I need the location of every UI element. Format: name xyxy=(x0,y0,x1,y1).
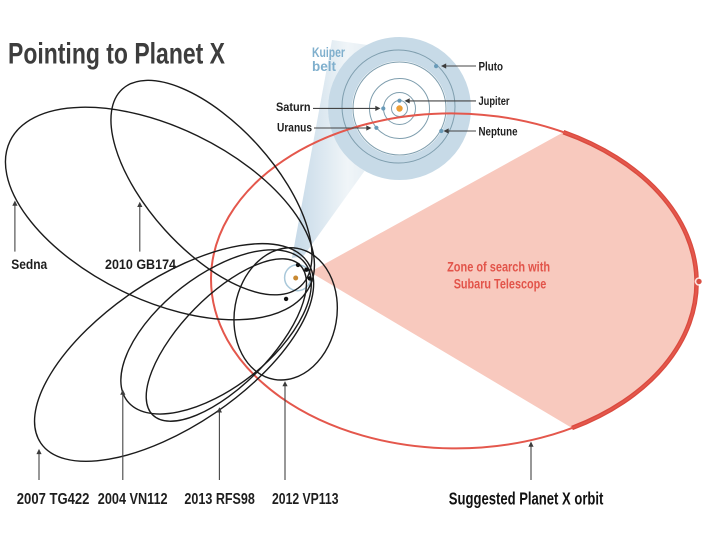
svg-text:Jupiter: Jupiter xyxy=(479,96,510,108)
svg-text:Kuiper: Kuiper xyxy=(312,45,346,60)
svg-text:Neptune: Neptune xyxy=(479,127,518,139)
svg-text:Sedna: Sedna xyxy=(11,256,47,272)
svg-text:2012 VP113: 2012 VP113 xyxy=(272,491,339,508)
svg-text:Saturn: Saturn xyxy=(276,102,311,114)
svg-text:Pluto: Pluto xyxy=(479,62,504,74)
svg-text:Subaru Telescope: Subaru Telescope xyxy=(454,277,547,293)
svg-text:Suggested Planet X orbit: Suggested Planet X orbit xyxy=(449,488,604,508)
svg-text:belt: belt xyxy=(312,59,336,74)
svg-text:2007 TG422: 2007 TG422 xyxy=(17,491,90,508)
svg-text:2013 RFS98: 2013 RFS98 xyxy=(184,491,255,508)
svg-text:Zone of search with: Zone of search with xyxy=(447,260,550,276)
svg-text:Uranus: Uranus xyxy=(277,122,312,134)
svg-text:2004 VN112: 2004 VN112 xyxy=(98,491,168,508)
svg-text:2010 GB174: 2010 GB174 xyxy=(105,256,176,272)
svg-text:Pointing to Planet X: Pointing to Planet X xyxy=(8,38,225,71)
